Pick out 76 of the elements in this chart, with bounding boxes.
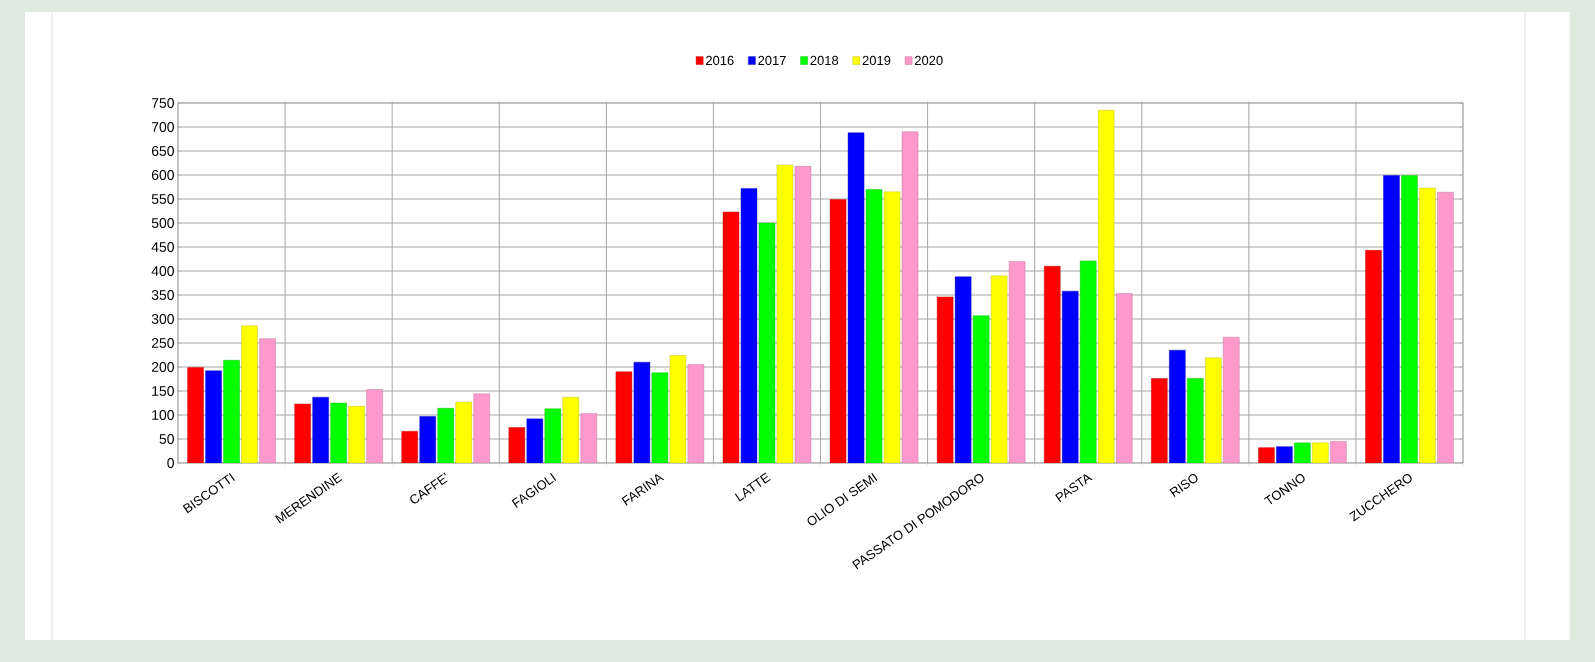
bar (740, 188, 758, 463)
y-tick-label: 700 (151, 122, 174, 132)
y-tick-label: 600 (151, 170, 174, 180)
bar (865, 189, 883, 463)
y-tick-label: 450 (151, 242, 174, 252)
bar (936, 296, 954, 463)
bar (1008, 261, 1026, 463)
bar (223, 360, 240, 463)
y-tick-label: 550 (151, 194, 174, 204)
legend-label: 2019 (862, 55, 891, 66)
bar (366, 389, 383, 463)
y-tick-label: 750 (151, 98, 174, 108)
y-tick-label: 100 (152, 410, 174, 420)
legend-label: 2020 (914, 55, 943, 66)
bar (794, 166, 812, 463)
legend-label: 2016 (706, 55, 734, 66)
y-tick-label: 200 (151, 362, 174, 372)
y-tick-label: 0 (167, 458, 174, 468)
legend-label: 2017 (758, 55, 786, 66)
bar (1330, 441, 1347, 463)
y-tick-label: 400 (151, 266, 174, 276)
bar (829, 199, 847, 463)
bar (1187, 378, 1204, 463)
bar (1294, 442, 1311, 463)
bar (847, 132, 865, 463)
bar (473, 393, 490, 463)
bar (1044, 265, 1061, 463)
bar (437, 408, 454, 463)
bar (972, 315, 990, 463)
bar (1116, 293, 1133, 463)
bar (633, 361, 651, 463)
bar (259, 338, 276, 463)
bar (1080, 260, 1097, 463)
y-tick-label: 250 (151, 338, 174, 348)
bar (1365, 250, 1382, 463)
bar (241, 325, 258, 463)
bar (312, 397, 329, 463)
bar (419, 416, 436, 463)
bar (1419, 187, 1436, 463)
bar (1383, 175, 1400, 463)
bar (1098, 109, 1115, 463)
bar (687, 364, 705, 463)
bar (1401, 175, 1418, 463)
bar (562, 397, 579, 463)
bar (1223, 337, 1240, 463)
bar (1151, 378, 1168, 463)
bar (722, 211, 740, 463)
bar (1437, 192, 1454, 463)
y-tick-label: 350 (151, 290, 174, 300)
bar (1169, 349, 1186, 463)
bar (580, 413, 597, 463)
bar (294, 403, 311, 463)
bar (544, 408, 562, 463)
bar (187, 367, 204, 463)
bar (651, 372, 669, 463)
bar (330, 402, 347, 463)
y-tick-label: 50 (159, 434, 174, 444)
bar (508, 427, 526, 463)
bar (901, 131, 919, 463)
y-tick-label: 650 (151, 146, 174, 156)
bar (1258, 447, 1275, 463)
bar (1276, 446, 1293, 463)
bar (455, 401, 472, 463)
legend-label: 2018 (810, 55, 839, 66)
bar (954, 276, 972, 463)
y-tick-label: 300 (151, 314, 174, 324)
bar (526, 418, 544, 463)
bar (348, 406, 365, 463)
bar (401, 431, 418, 463)
bar (758, 222, 776, 463)
y-tick-label: 150 (152, 386, 174, 396)
bar (615, 371, 633, 463)
bar (1062, 290, 1079, 463)
bar (205, 370, 222, 463)
y-tick-label: 500 (151, 218, 174, 228)
bar (1205, 357, 1222, 463)
